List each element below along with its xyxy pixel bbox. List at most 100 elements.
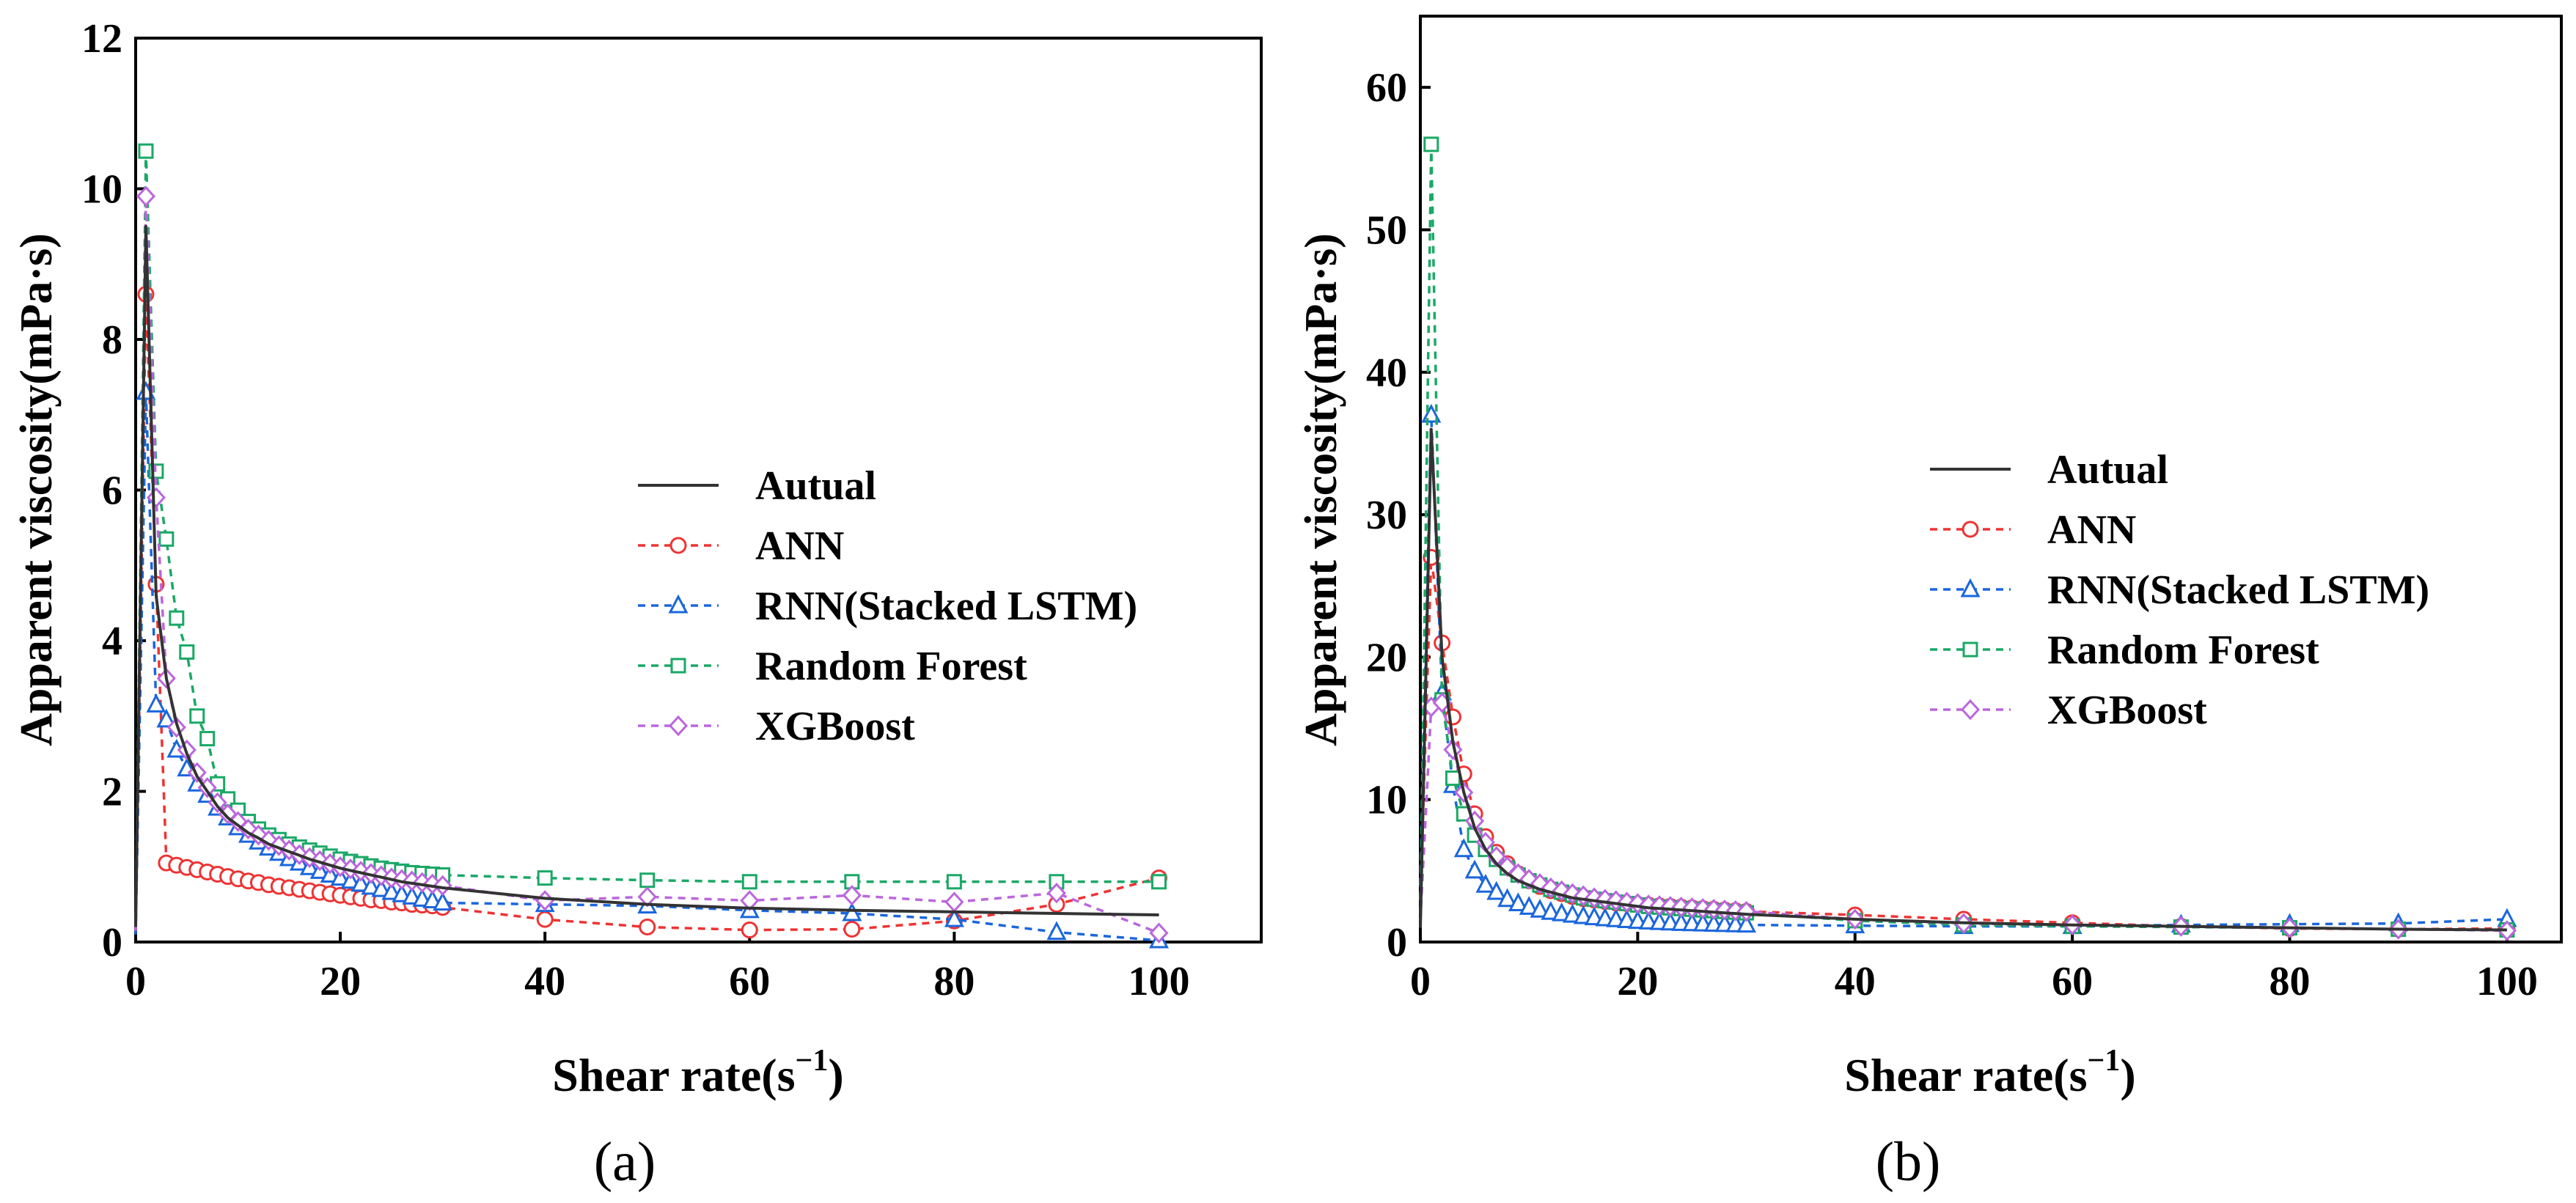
data-point-rnn-stacked-lstm [944,908,964,927]
data-point-rnn-stacked-lstm [1421,403,1442,423]
data-point-ann [536,910,554,928]
y-tick-label: 0 [102,920,122,965]
data-point-random-forest [199,731,216,747]
data-point-rnn-stacked-lstm [1584,906,1604,926]
data-point-rnn-stacked-lstm [433,891,453,911]
data-point-rnn-stacked-lstm [1530,899,1550,918]
legend-item-ann: ANN [1930,507,2136,553]
panel-label-b: (b) [1876,1131,1941,1193]
data-point-xgboost [1046,882,1066,904]
series-autual [1419,427,2507,932]
data-point-rnn-stacked-lstm [1464,859,1485,879]
series-line-autual [134,224,1159,927]
series-xgboost [1419,692,2517,941]
legend-marker-rnn-stacked-lstm [1960,578,1981,597]
y-tick-label: 30 [1366,493,1407,538]
data-point-rnn-stacked-lstm [1486,880,1507,900]
data-point-rnn-stacked-lstm [1541,900,1561,920]
data-point-rnn-stacked-lstm [1573,905,1593,924]
legend-marker-xgboost [1960,699,1981,721]
data-point-rnn-stacked-lstm [351,872,371,892]
data-point-random-forest [158,531,175,547]
legend-label-random-forest: Random Forest [2047,628,2319,673]
legend-marker-xgboost [668,715,689,737]
data-point-ann [741,921,758,939]
data-point-ann [639,918,656,935]
series-line-random-forest [134,150,1159,920]
data-point-xgboost [1149,922,1169,943]
legend-item-xgboost: XGBoost [1930,688,2207,733]
y-tick-label: 40 [1366,350,1407,396]
legend-a: Autual ANN RNN(Stacked LSTM) Random Forest X… [638,463,1137,749]
y-tick-label: 0 [1387,920,1407,965]
legend-item-autual: Autual [638,463,876,509]
plot-frame-b [1419,15,2563,943]
data-point-ann [843,921,861,938]
legend-label-ann: ANN [2047,507,2136,553]
series-group-a [134,143,1169,949]
legend-item-random-forest: Random Forest [1930,628,2319,673]
y-tick-label: 6 [102,468,122,514]
y-tick-label: 8 [102,317,122,363]
series-line-autual [1419,427,2507,932]
y-tick-label: 4 [102,619,122,664]
data-point-random-forest [741,874,757,890]
data-point-random-forest [1423,136,1439,152]
legend-marker-ann [669,537,687,554]
x-tick-label: 0 [1410,959,1431,1004]
legend-marker-rnn-stacked-lstm [668,594,689,614]
data-point-rnn-stacked-lstm [340,869,361,889]
data-point-random-forest [639,872,656,889]
data-point-rnn-stacked-lstm [1552,902,1572,921]
x-axis-label-b: Shear rate(s−1) [1844,1044,2135,1101]
data-point-rnn-stacked-lstm [392,883,412,902]
legend-marker-random-forest [1962,641,1978,658]
legend-item-xgboost: XGBoost [638,704,915,749]
x-tick-label: 100 [2476,959,2538,1004]
x-tick-label: 100 [1128,959,1189,1004]
data-point-rnn-stacked-lstm [842,902,862,921]
data-point-xgboost [136,185,155,207]
series-group-b [1419,136,2517,941]
legend-label-random-forest: Random Forest [755,644,1027,689]
legend-item-autual: Autual [1930,447,2168,493]
panel-label-a: (a) [594,1131,656,1193]
x-tick-label: 40 [524,959,565,1004]
data-point-random-forest [946,874,962,890]
data-point-random-forest [537,870,553,886]
data-point-rnn-stacked-lstm [371,878,392,897]
legend-marker-ann [1962,520,1979,538]
legend-label-rnn-stacked-lstm: RNN(Stacked LSTM) [2047,567,2429,613]
data-point-rnn-stacked-lstm [1508,892,1528,912]
data-point-random-forest [189,708,205,724]
legend-item-rnn-stacked-lstm: RNN(Stacked LSTM) [638,584,1137,629]
series-rnn-stacked-lstm [134,380,1169,949]
x-tick-label: 20 [1617,959,1658,1004]
series-line-ann [134,293,1159,932]
legend-label-autual: Autual [2047,447,2168,493]
y-tick-label: 12 [81,16,122,62]
data-point-rnn-stacked-lstm [1562,903,1582,923]
legend-label-xgboost: XGBoost [2047,688,2207,733]
x-tick-label: 0 [125,959,146,1004]
data-point-rnn-stacked-lstm [1475,874,1496,893]
y-axis-label-a: Apparent viscosity(mPa·s) [12,233,62,746]
series-autual [134,224,1159,927]
data-point-rnn-stacked-lstm [1595,907,1615,927]
data-point-random-forest [1151,874,1167,890]
data-point-rnn-stacked-lstm [1519,896,1539,915]
axes-a: 0 20 40 60 80 100 0 2 4 6 8 10 12 [81,16,1189,1004]
y-tick-label: 2 [102,770,122,815]
data-point-rnn-stacked-lstm [361,875,381,895]
y-tick-label: 50 [1366,207,1407,253]
y-axis-label-b: Apparent viscosity(mPa·s) [1296,233,1346,746]
y-tick-label: 10 [1366,778,1407,823]
axes-b: 0 20 40 60 80 100 0 10 20 30 40 50 60 [1366,65,2538,1004]
data-point-rnn-stacked-lstm [422,889,443,908]
data-point-rnn-stacked-lstm [402,886,422,905]
legend-label-autual: Autual [755,463,876,509]
legend-item-rnn-stacked-lstm: RNN(Stacked LSTM) [1930,567,2429,613]
data-point-random-forest [138,143,154,159]
legend-label-rnn-stacked-lstm: RNN(Stacked LSTM) [755,584,1137,629]
